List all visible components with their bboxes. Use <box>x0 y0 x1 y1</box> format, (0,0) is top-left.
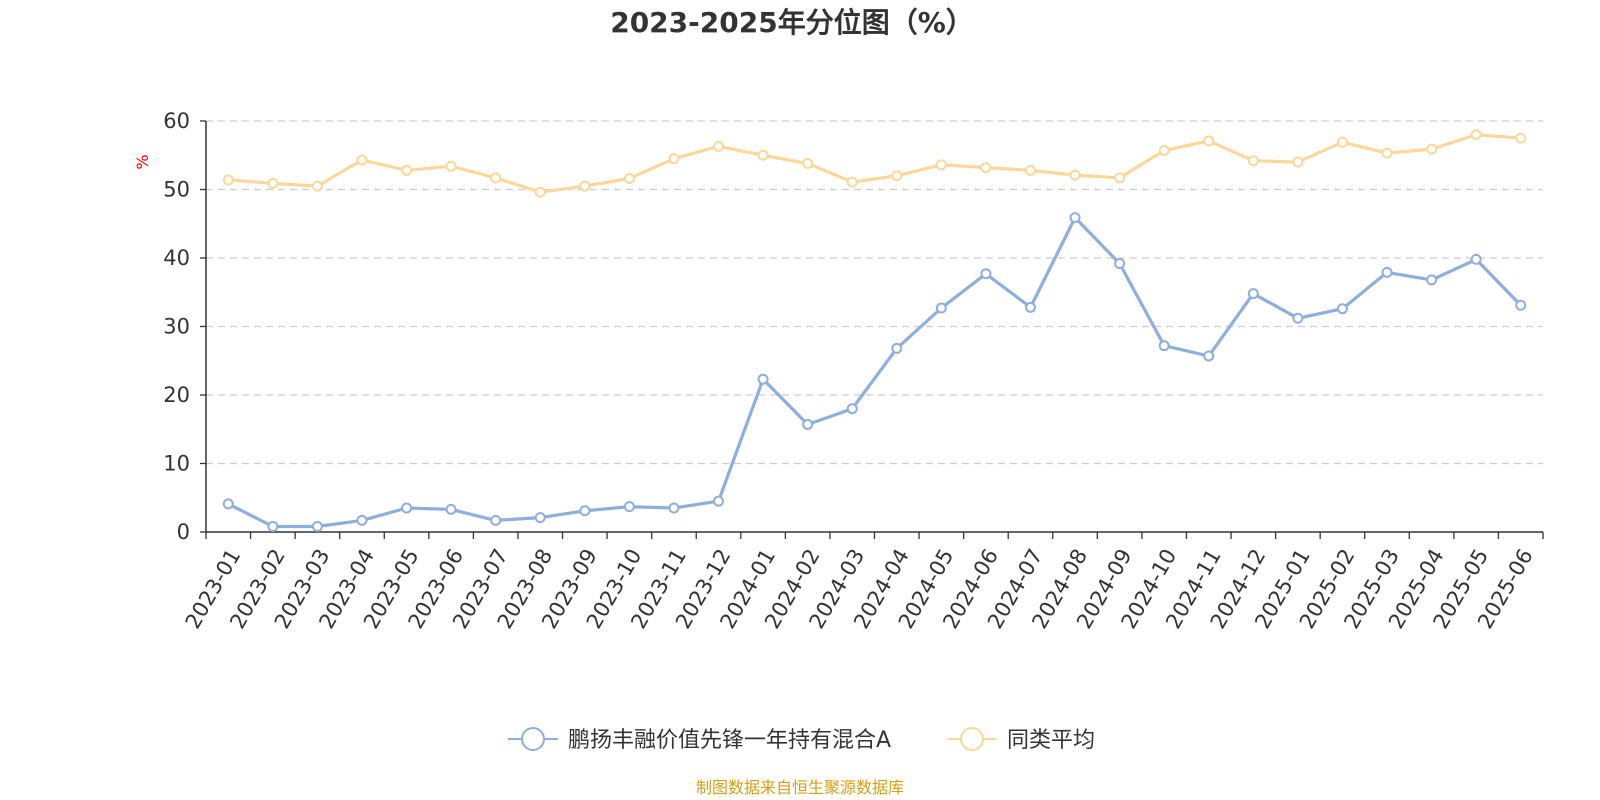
data-point <box>356 514 368 526</box>
data-point <box>846 403 858 415</box>
data-point <box>623 501 635 513</box>
data-point <box>1024 301 1036 313</box>
axes: 01020304050602023-012023-022023-032023-0… <box>163 109 1544 633</box>
data-point <box>267 521 279 533</box>
legend-marker <box>521 727 545 751</box>
data-point <box>1515 132 1527 144</box>
data-point <box>1336 303 1348 315</box>
data-point <box>668 153 680 165</box>
y-tick-label: 40 <box>163 246 190 270</box>
series-lines <box>222 129 1527 533</box>
legend[interactable]: 鹏扬丰融价值先锋一年持有混合A 同类平均 <box>508 727 1095 753</box>
y-tick-label: 20 <box>163 383 190 407</box>
legend-label: 同类平均 <box>1007 728 1095 753</box>
chart-title: 2023-2025年分位图（%） <box>610 6 974 39</box>
y-tick-label: 50 <box>163 178 190 202</box>
data-point <box>891 342 903 354</box>
data-point <box>490 172 502 184</box>
data-point <box>757 373 769 385</box>
series-line <box>226 133 1523 194</box>
data-point <box>1470 129 1482 141</box>
data-point <box>802 418 814 430</box>
data-point <box>445 503 457 515</box>
data-point <box>980 268 992 280</box>
data-point <box>713 140 725 152</box>
y-axis-unit: % <box>133 154 152 169</box>
data-point <box>1114 257 1126 269</box>
data-point <box>1158 340 1170 352</box>
data-point <box>1381 147 1393 159</box>
legend-marker <box>960 727 984 751</box>
data-point <box>445 160 457 172</box>
series-0 <box>222 212 1527 533</box>
data-point <box>579 180 591 192</box>
data-point <box>1381 266 1393 278</box>
data-point <box>1247 288 1259 300</box>
data-point <box>668 502 680 514</box>
data-point <box>534 186 546 198</box>
data-point <box>1069 169 1081 181</box>
data-point <box>311 180 323 192</box>
data-point <box>623 173 635 185</box>
grid-lines <box>206 120 1543 465</box>
data-point <box>1247 155 1259 167</box>
data-point <box>1426 274 1438 286</box>
data-point <box>1203 135 1215 147</box>
data-point <box>980 162 992 174</box>
data-point <box>1069 212 1081 224</box>
data-point <box>935 302 947 314</box>
legend-label: 鹏扬丰融价值先锋一年持有混合A <box>568 728 891 753</box>
data-point <box>1024 164 1036 176</box>
y-tick-label: 30 <box>163 315 190 339</box>
data-point <box>401 164 413 176</box>
data-point <box>1292 312 1304 324</box>
data-point <box>1515 299 1527 311</box>
data-point <box>1114 172 1126 184</box>
data-point <box>846 176 858 188</box>
data-point <box>1336 136 1348 148</box>
legend-item-1[interactable]: 同类平均 <box>947 727 1095 753</box>
data-point <box>356 154 368 166</box>
data-point <box>222 498 234 510</box>
y-tick-label: 60 <box>163 109 190 133</box>
data-point <box>802 157 814 169</box>
data-point <box>1426 143 1438 155</box>
data-point <box>579 505 591 517</box>
y-tick-label: 0 <box>177 520 190 544</box>
data-point <box>534 512 546 524</box>
series-line <box>226 216 1523 529</box>
data-point <box>713 495 725 507</box>
data-point <box>1158 144 1170 156</box>
data-point <box>222 174 234 186</box>
legend-item-0[interactable]: 鹏扬丰融价值先锋一年持有混合A <box>508 727 891 753</box>
data-point <box>1292 156 1304 168</box>
data-point <box>1203 350 1215 362</box>
data-point <box>490 514 502 526</box>
data-point <box>267 177 279 189</box>
data-point <box>401 502 413 514</box>
data-point <box>891 170 903 182</box>
data-point <box>757 149 769 161</box>
data-point <box>935 159 947 171</box>
data-point <box>1470 253 1482 265</box>
series-1 <box>222 129 1527 198</box>
y-tick-label: 10 <box>163 452 190 476</box>
data-point <box>311 521 323 533</box>
source-note: 制图数据来自恒生聚源数据库 <box>696 778 904 797</box>
